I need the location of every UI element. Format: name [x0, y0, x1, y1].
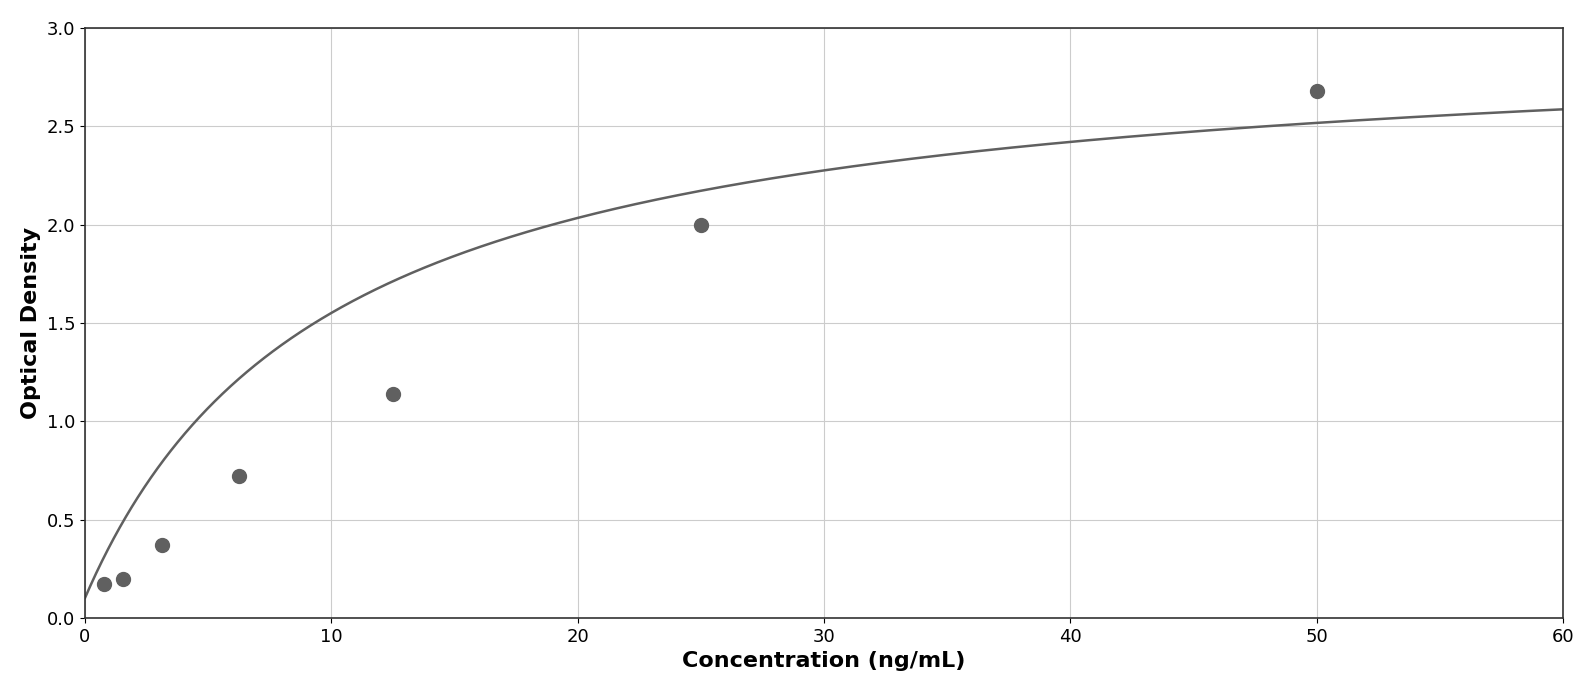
Point [110, 573, 136, 584]
Point [91, 579, 116, 590]
Point [150, 540, 175, 551]
X-axis label: Concentration (ng/mL): Concentration (ng/mL) [683, 651, 965, 671]
Point [687, 219, 713, 230]
Point [226, 471, 252, 482]
Point [1303, 85, 1329, 96]
Y-axis label: Optical Density: Optical Density [21, 227, 41, 419]
Point [380, 388, 405, 399]
